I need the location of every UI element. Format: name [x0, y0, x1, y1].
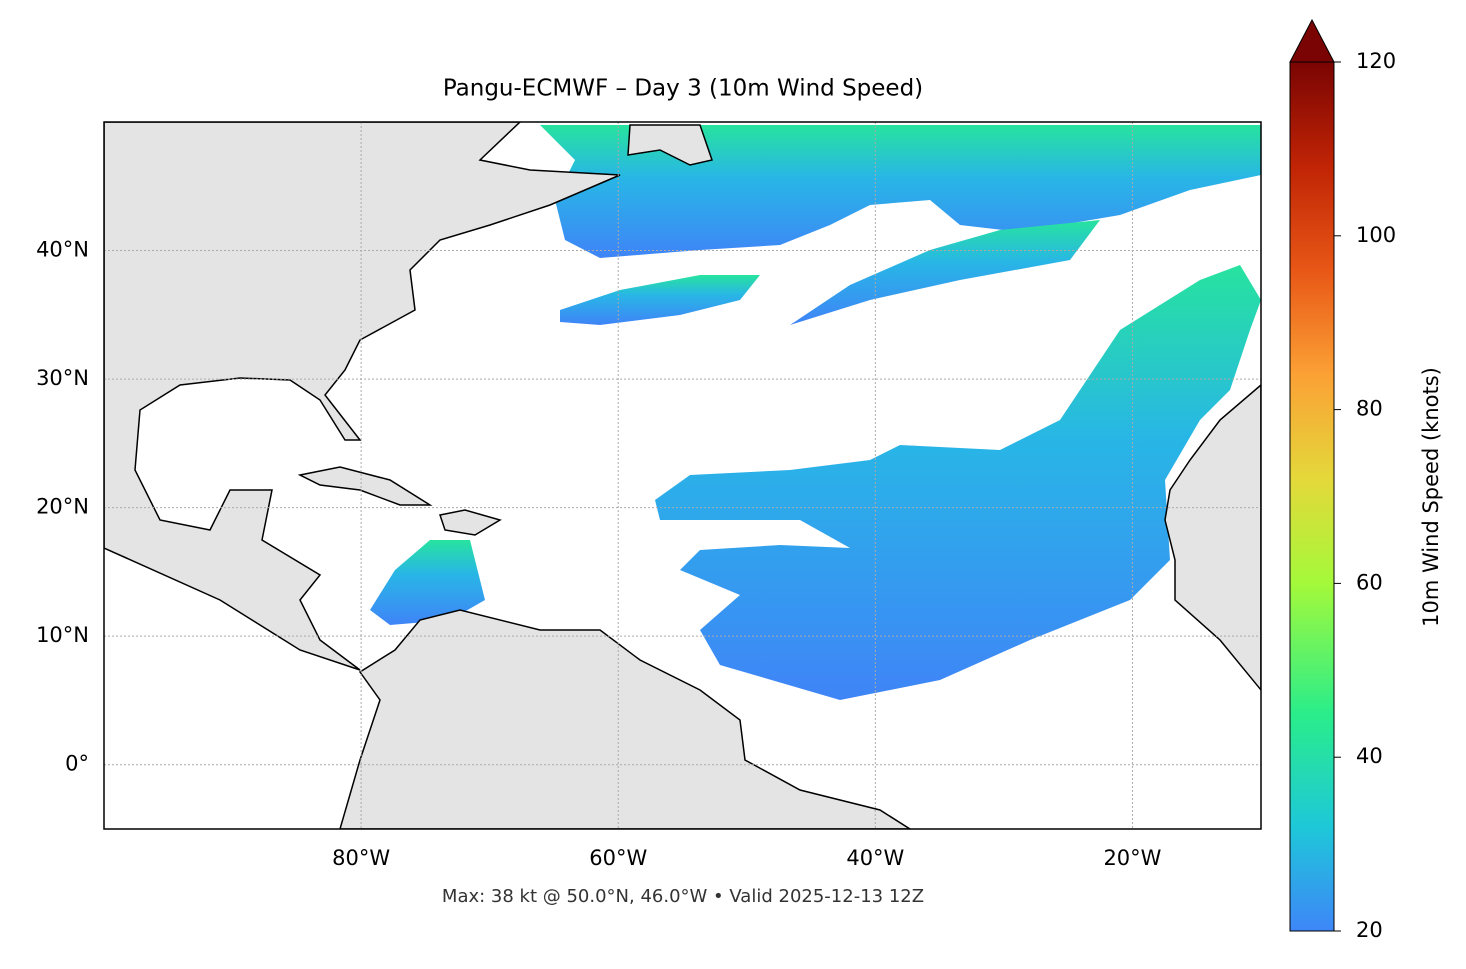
colorbar-tick-label: 40 [1356, 744, 1383, 768]
y-tick-label: 20°N [36, 495, 89, 519]
newfoundland [627, 124, 713, 166]
map [104, 122, 1261, 829]
x-tick-label: 60°W [589, 846, 647, 870]
colorbar-extend [1289, 18, 1335, 63]
cuba [297, 466, 433, 506]
colorbar-tick-label: 20 [1356, 918, 1383, 942]
south-america [339, 609, 912, 829]
africa [1164, 384, 1261, 692]
colorbar-tick-label: 60 [1356, 570, 1383, 594]
north-america [104, 122, 621, 671]
footnote: Max: 38 kt @ 50.0°N, 46.0°W • Valid 2025… [442, 886, 924, 907]
x-tick-label: 40°W [846, 846, 904, 870]
colorbar-tick-label: 100 [1356, 223, 1396, 247]
x-tick-label: 80°W [332, 846, 390, 870]
hispaniola [439, 509, 502, 536]
x-tick-label: 20°W [1103, 846, 1161, 870]
colorbar-tick-label: 120 [1356, 49, 1396, 73]
wind-field [220, 125, 1261, 700]
colorbar-label: 10m Wind Speed (knots) [1419, 367, 1443, 627]
y-tick-label: 10°N [36, 623, 89, 647]
map-frame [103, 121, 1262, 830]
y-tick-label: 40°N [36, 238, 89, 262]
y-tick-label: 30°N [36, 366, 89, 390]
colorbar-tick-label: 80 [1356, 397, 1383, 421]
chart-title: Pangu-ECMWF – Day 3 (10m Wind Speed) [443, 76, 923, 102]
colorbar [1289, 61, 1335, 932]
y-tick-label: 0° [65, 752, 89, 776]
